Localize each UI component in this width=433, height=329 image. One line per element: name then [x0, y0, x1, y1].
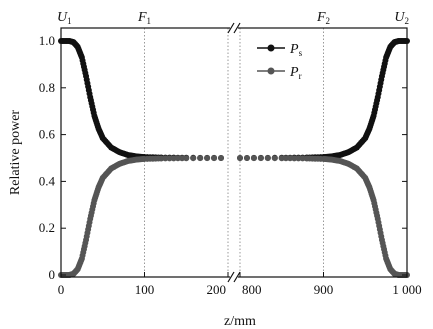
y-tick-label: 0.6: [39, 127, 56, 142]
top-label: U2: [394, 10, 409, 26]
data-point: [264, 155, 271, 162]
data-point: [278, 155, 285, 162]
break-gap-top: [230, 22, 238, 34]
reference-lines: [144, 28, 324, 277]
y-axis-title: Relative power: [8, 110, 23, 195]
data-point: [197, 155, 204, 162]
data-point: [237, 155, 243, 161]
legend-label: Pr: [289, 65, 302, 81]
break-mark: [233, 271, 241, 283]
data-point: [282, 155, 289, 162]
legend-label: Ps: [289, 42, 303, 58]
data-point: [158, 155, 165, 162]
axes: 0 0.2 0.4 0.6 0.8 1.0 0 100 200 800 900 1 000: [39, 33, 422, 297]
top-label: F2: [316, 10, 330, 26]
break-mark: [227, 271, 235, 283]
break-mark: [233, 22, 241, 34]
data-point: [179, 155, 186, 162]
y-tick-label: 0.2: [39, 220, 55, 235]
series-1: [58, 155, 410, 278]
x-tick-label: 900: [314, 282, 334, 297]
data-point: [166, 155, 173, 162]
data-point: [291, 155, 298, 162]
x-tick-label: 0: [58, 282, 65, 297]
data-point: [162, 155, 169, 162]
data-point: [243, 155, 250, 162]
data-point: [295, 155, 302, 162]
legend-marker: [267, 44, 275, 52]
data-point: [170, 155, 177, 162]
legend-marker: [267, 67, 275, 75]
data-point: [183, 155, 190, 162]
series-0: [58, 38, 410, 161]
y-tick-label: 0.8: [39, 80, 55, 95]
data-point: [299, 155, 306, 162]
top-label: F1: [137, 10, 151, 26]
series-layer: [58, 38, 410, 278]
x-axis-title: z/mm: [224, 314, 256, 329]
data-point: [174, 155, 181, 162]
plot-frame: [60, 27, 408, 278]
data-point: [211, 155, 218, 162]
y-tick-label: 1.0: [39, 33, 55, 48]
data-point: [271, 155, 278, 162]
break-mark: [227, 22, 235, 34]
y-tick-label: 0: [49, 267, 56, 282]
y-tick-label: 0.4: [39, 173, 56, 188]
break-gap-bottom: [230, 271, 238, 283]
data-point: [250, 155, 257, 162]
x-tick-label: 100: [135, 282, 155, 297]
axis-break: [227, 22, 241, 283]
legend: Ps Pr: [257, 42, 303, 81]
x-tick-label: 200: [207, 282, 227, 297]
data-point: [218, 155, 225, 162]
top-label: U1: [57, 10, 72, 26]
x-tick-label: 800: [242, 282, 262, 297]
data-point: [287, 155, 294, 162]
x-tick-label: 1 000: [392, 282, 421, 297]
data-point: [204, 155, 211, 162]
top-labels: U1 F1 F2 U2: [57, 10, 409, 26]
data-point: [190, 155, 197, 162]
data-point: [257, 155, 264, 162]
